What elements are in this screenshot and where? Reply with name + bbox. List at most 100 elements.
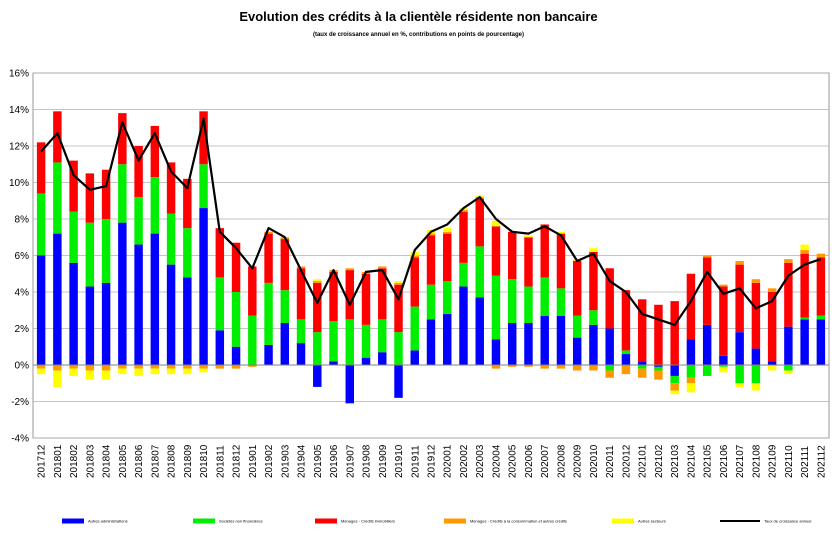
legend-swatch — [315, 518, 337, 524]
bar-segment-3 — [296, 266, 306, 269]
bar-segment-0 — [670, 365, 679, 376]
bar-segment-0 — [751, 348, 761, 365]
bar-segment-1 — [702, 365, 712, 376]
x-tick-label: 202009 — [573, 444, 584, 478]
x-tick-label: 202001 — [443, 444, 454, 478]
bar-segment-4 — [36, 368, 46, 375]
bar-segment-2 — [572, 260, 582, 316]
bar-segment-2 — [280, 239, 290, 291]
bar-segment-1 — [69, 211, 78, 263]
bar-segment-0 — [491, 339, 501, 365]
bar-segment-0 — [150, 233, 160, 365]
bar-segment-2 — [134, 146, 143, 198]
bar-segment-3 — [459, 209, 468, 212]
bar-segment-3 — [800, 250, 809, 254]
bar-segment-1 — [800, 317, 809, 320]
bar-segment-2 — [751, 282, 761, 349]
bar-segment-0 — [296, 343, 306, 365]
bar-segment-0 — [572, 337, 582, 365]
bar-segment-3 — [508, 365, 517, 367]
bar-segment-2 — [816, 257, 826, 316]
bar-segment-0 — [719, 355, 728, 365]
x-tick-label: 201808 — [167, 444, 178, 478]
bar-segment-1 — [508, 279, 517, 324]
bar-segment-3 — [767, 288, 777, 292]
y-tick-label: 12% — [9, 142, 29, 153]
bar-segment-3 — [134, 365, 143, 369]
x-tick-label: 201803 — [85, 444, 96, 478]
x-tick-label: 201901 — [248, 444, 259, 478]
bar-segment-0 — [426, 319, 436, 365]
bar-segment-2 — [410, 257, 419, 307]
x-tick-label: 202102 — [654, 444, 665, 478]
bar-segment-3 — [345, 268, 354, 271]
x-tick-label: 202002 — [459, 444, 470, 478]
legend-swatch — [193, 518, 215, 524]
bar-segment-1 — [524, 286, 533, 324]
x-tick-label: 201902 — [264, 444, 275, 478]
bar-segment-1 — [816, 315, 826, 320]
bar-segment-3 — [378, 266, 387, 269]
bar-segment-3 — [69, 365, 78, 369]
bar-segment-1 — [199, 164, 208, 209]
x-tick-label: 201812 — [232, 444, 243, 478]
bar-segment-3 — [816, 253, 826, 258]
bar-segment-1 — [654, 366, 663, 371]
bar-segment-2 — [53, 111, 62, 163]
x-tick-label: 202111 — [800, 446, 811, 478]
x-tick-label: 201911 — [410, 445, 421, 478]
bar-segment-1 — [475, 246, 484, 298]
bar-segment-1 — [329, 321, 338, 362]
bar-segment-2 — [589, 251, 598, 311]
bar-segment-0 — [118, 222, 127, 365]
bar-segment-4 — [751, 383, 761, 391]
bar-segment-0 — [134, 244, 143, 365]
bar-segment-3 — [36, 365, 46, 369]
bar-segment-0 — [264, 344, 273, 365]
bar-segment-1 — [605, 365, 614, 371]
bar-segment-4 — [784, 370, 793, 375]
bar-segment-2 — [264, 233, 273, 283]
bar-segment-2 — [491, 226, 501, 276]
line-layer — [40, 117, 822, 326]
bar-segment-3 — [183, 365, 192, 369]
bar-segment-0 — [53, 233, 62, 365]
bar-segment-1 — [248, 315, 257, 365]
bar-segment-2 — [719, 286, 728, 356]
bar-segment-1 — [296, 319, 306, 344]
y-tick-label: 2% — [15, 324, 30, 335]
x-tick-label: 202109 — [768, 444, 779, 478]
x-tick-label: 202107 — [735, 444, 746, 478]
x-tick-label: 201806 — [134, 444, 145, 478]
bar-segment-0 — [800, 319, 809, 365]
chart-title: Evolution des crédits à la clientèle rés… — [239, 9, 598, 24]
bar-segment-1 — [313, 332, 322, 365]
bar-segment-0 — [101, 282, 111, 365]
bar-segment-3 — [637, 368, 647, 378]
bar-segment-1 — [134, 197, 143, 245]
bar-segment-0 — [621, 354, 631, 365]
bar-segment-2 — [784, 262, 793, 327]
x-tick-label: 202010 — [589, 444, 600, 478]
bar-segment-1 — [394, 332, 403, 365]
bar-segment-0 — [816, 319, 826, 365]
bar-segment-4 — [183, 368, 192, 375]
legend-label: Autres secteurs — [638, 519, 666, 524]
bar-segment-0 — [394, 365, 403, 398]
bar-segment-1 — [491, 275, 501, 340]
bar-segment-1 — [53, 162, 62, 234]
bar-segment-2 — [767, 292, 777, 362]
bar-segment-0 — [215, 330, 225, 365]
bar-segment-1 — [36, 193, 46, 256]
bar-segment-0 — [508, 323, 517, 365]
bar-segment-4 — [556, 231, 566, 234]
x-tick-label: 201912 — [427, 444, 438, 478]
bar-segment-1 — [85, 222, 95, 287]
bar-segment-3 — [524, 365, 533, 367]
bar-segment-1 — [215, 277, 225, 331]
bar-segment-1 — [280, 290, 290, 324]
bar-segment-3 — [719, 284, 728, 287]
bar-segment-0 — [556, 315, 566, 365]
bar-segment-1 — [556, 288, 566, 316]
